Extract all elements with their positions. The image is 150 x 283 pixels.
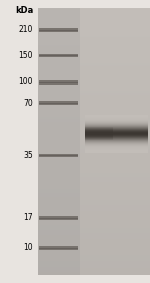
Text: 17: 17: [23, 213, 33, 222]
Text: 150: 150: [18, 50, 33, 59]
Text: kDa: kDa: [15, 6, 33, 15]
Text: 210: 210: [19, 25, 33, 35]
Text: 100: 100: [18, 78, 33, 87]
Text: 70: 70: [23, 98, 33, 108]
Text: 10: 10: [23, 243, 33, 252]
Text: 35: 35: [23, 151, 33, 160]
